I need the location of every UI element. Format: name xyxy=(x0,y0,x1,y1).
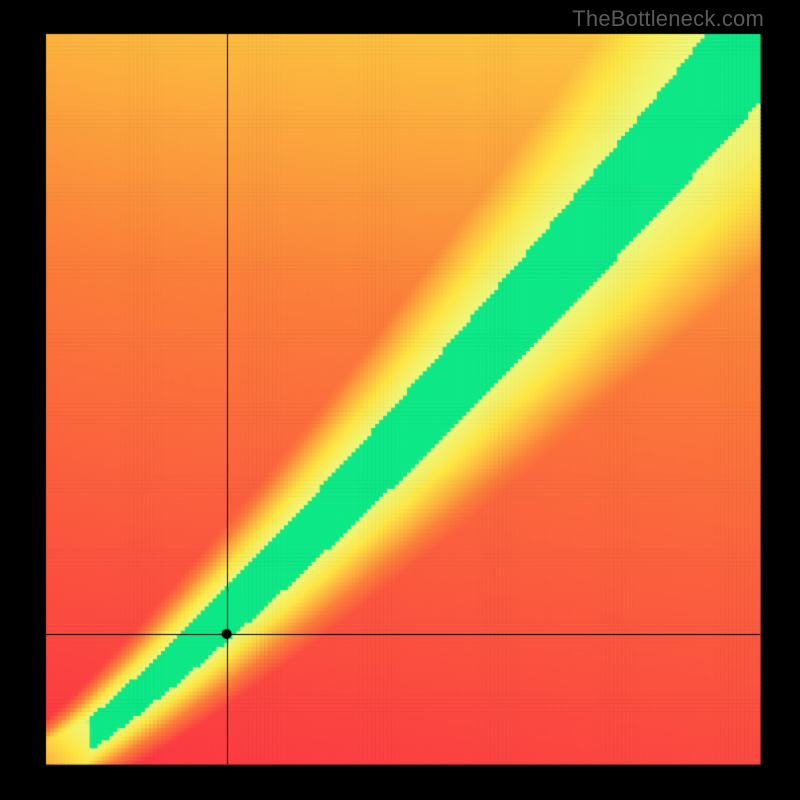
bottleneck-heatmap xyxy=(0,0,800,800)
watermark-text: TheBottleneck.com xyxy=(572,6,764,32)
